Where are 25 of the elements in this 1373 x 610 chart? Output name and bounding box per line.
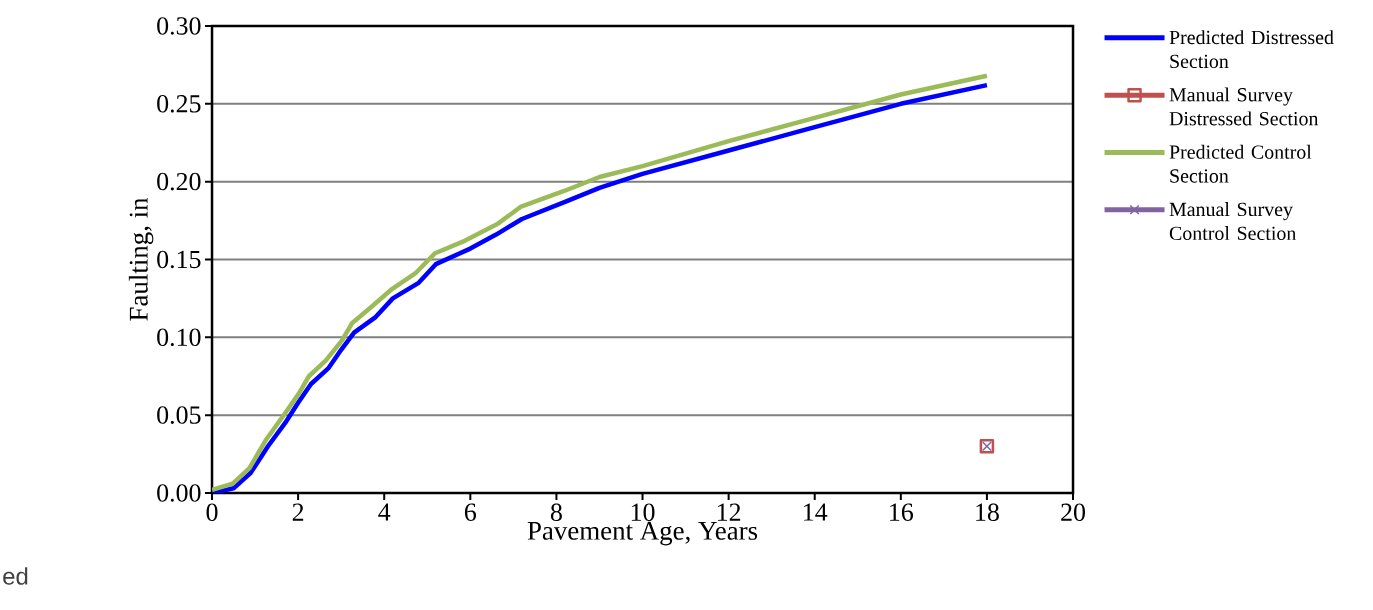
- y-tick-label: 0.00: [157, 484, 201, 502]
- x-tick-label: 12: [717, 503, 741, 521]
- y-tick-label: 0.30: [157, 17, 201, 35]
- x-tick-label: 18: [976, 503, 999, 521]
- y-tick-label: 0.25: [157, 95, 201, 113]
- x-tick-label: 6: [464, 503, 477, 521]
- y-tick-label: 0.10: [157, 328, 201, 347]
- text: ed: [3, 567, 28, 585]
- y-axis-title: Faulting, in: [128, 197, 154, 321]
- x-tick-label: 10: [631, 503, 655, 521]
- x-tick-label: 16: [890, 503, 913, 521]
- x-tick-label: 0: [206, 503, 218, 521]
- x-tick-label: 14: [804, 503, 828, 521]
- x-axis-title: Pavement Age, Years: [527, 521, 758, 546]
- y-tick-label: 0.15: [157, 250, 201, 269]
- legend-label: Predicted Control Section: [1169, 144, 1312, 183]
- legend-label: Manual Survey Control Section: [1169, 202, 1297, 240]
- x-tick-label: 2: [292, 503, 304, 521]
- x-tick-label: 4: [378, 503, 391, 521]
- y-tick-label: 0.20: [157, 172, 201, 191]
- legend-label: Predicted Distressed Section: [1169, 30, 1334, 69]
- x-tick-label: 8: [550, 503, 562, 521]
- x-tick-label: 20: [1061, 503, 1085, 521]
- legend-label: Manual Survey Distressed Section: [1169, 87, 1319, 126]
- y-tick-label: 0.05: [157, 406, 201, 424]
